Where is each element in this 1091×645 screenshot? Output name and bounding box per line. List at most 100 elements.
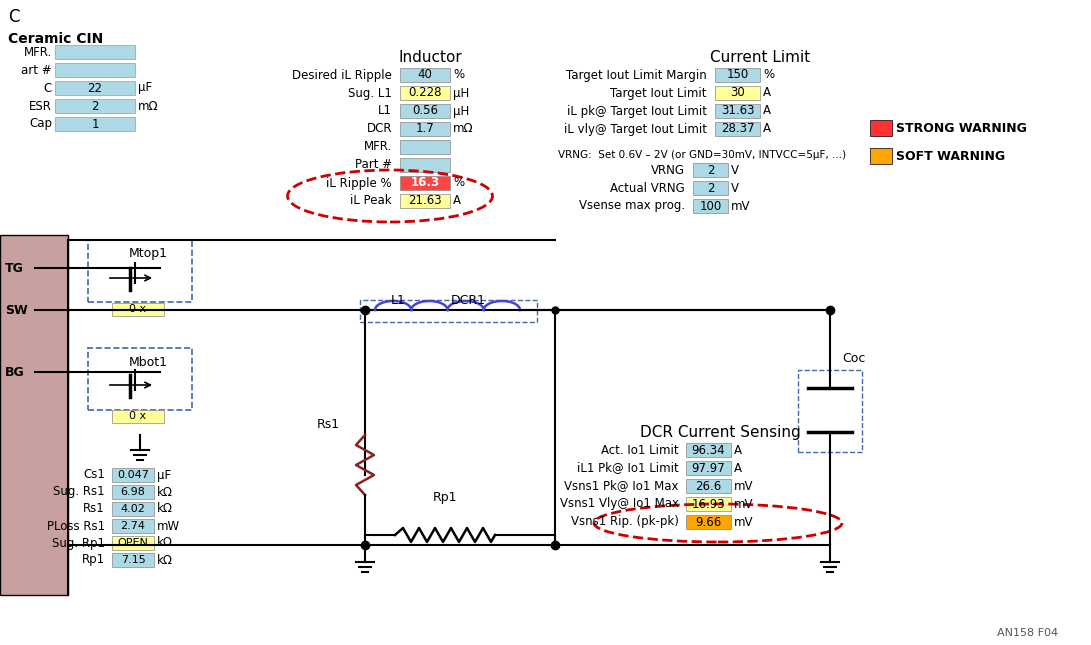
FancyBboxPatch shape [715, 68, 760, 82]
FancyBboxPatch shape [112, 553, 154, 567]
Text: Cap: Cap [29, 117, 52, 130]
Text: μF: μF [137, 81, 152, 95]
Text: Sug. Rp1: Sug. Rp1 [52, 537, 105, 550]
Text: 6.98: 6.98 [121, 487, 145, 497]
Text: Rs1: Rs1 [83, 502, 105, 515]
Text: 0.047: 0.047 [117, 470, 149, 480]
Text: Part #: Part # [355, 159, 392, 172]
Bar [870, 148, 892, 164]
Text: Vsns1 Pk@ Io1 Max: Vsns1 Pk@ Io1 Max [564, 479, 679, 493]
Text: Mbot1: Mbot1 [129, 355, 168, 368]
Text: 2: 2 [707, 181, 715, 195]
Text: DCR1: DCR1 [451, 293, 485, 306]
FancyBboxPatch shape [55, 45, 135, 59]
FancyBboxPatch shape [400, 86, 449, 100]
Text: kΩ: kΩ [157, 486, 173, 499]
FancyBboxPatch shape [400, 176, 449, 190]
FancyBboxPatch shape [715, 86, 760, 100]
Text: Sug. L1: Sug. L1 [348, 86, 392, 99]
Text: MFR.: MFR. [363, 141, 392, 154]
Text: 2: 2 [707, 163, 715, 177]
Text: 22: 22 [87, 81, 103, 95]
FancyBboxPatch shape [112, 410, 164, 423]
Text: V: V [731, 181, 739, 195]
Text: 4.02: 4.02 [121, 504, 145, 514]
Text: Rp1: Rp1 [433, 490, 457, 504]
FancyBboxPatch shape [112, 519, 154, 533]
Bar [870, 120, 892, 136]
FancyBboxPatch shape [55, 81, 135, 95]
Text: mV: mV [734, 515, 754, 528]
FancyBboxPatch shape [55, 117, 135, 131]
Text: 16.3: 16.3 [410, 177, 440, 190]
Text: 0.228: 0.228 [408, 86, 442, 99]
Text: iL vly@ Target Iout Limit: iL vly@ Target Iout Limit [564, 123, 707, 135]
Text: iL1 Pk@ Io1 Limit: iL1 Pk@ Io1 Limit [577, 462, 679, 475]
Text: MFR.: MFR. [24, 46, 52, 59]
Text: DCR: DCR [367, 123, 392, 135]
Text: 28.37: 28.37 [721, 123, 754, 135]
Text: kΩ: kΩ [157, 537, 173, 550]
Text: C: C [44, 81, 52, 95]
Text: μF: μF [157, 468, 171, 482]
Text: iL Ripple %: iL Ripple % [326, 177, 392, 190]
Text: C: C [8, 8, 20, 26]
FancyBboxPatch shape [693, 163, 728, 177]
Text: mV: mV [731, 199, 751, 212]
Text: 31.63: 31.63 [721, 104, 754, 117]
Text: 30: 30 [730, 86, 745, 99]
Text: Target Iout Limit: Target Iout Limit [611, 86, 707, 99]
Text: μH: μH [453, 86, 469, 99]
Text: L1: L1 [377, 104, 392, 117]
FancyBboxPatch shape [693, 199, 728, 213]
Text: kΩ: kΩ [157, 502, 173, 515]
Text: mW: mW [157, 519, 180, 533]
Text: ESR: ESR [29, 99, 52, 112]
Text: PLoss Rs1: PLoss Rs1 [47, 519, 105, 533]
FancyBboxPatch shape [112, 502, 154, 516]
Text: %: % [453, 68, 464, 81]
FancyBboxPatch shape [112, 303, 164, 316]
Text: Mtop1: Mtop1 [129, 248, 168, 261]
Text: TG: TG [5, 261, 24, 275]
Text: Act. Io1 Limit: Act. Io1 Limit [601, 444, 679, 457]
Text: BG: BG [5, 366, 25, 379]
Text: Cs1: Cs1 [83, 468, 105, 482]
Text: 0 x: 0 x [130, 304, 146, 314]
Text: A: A [763, 104, 771, 117]
Text: Desired iL Ripple: Desired iL Ripple [292, 68, 392, 81]
Text: mV: mV [734, 497, 754, 510]
Text: Vsns1 Vly@ Io1 Max: Vsns1 Vly@ Io1 Max [560, 497, 679, 510]
Text: Vsense max prog.: Vsense max prog. [579, 199, 685, 212]
Text: L1: L1 [391, 293, 406, 306]
Text: Rp1: Rp1 [82, 553, 105, 566]
Text: Inductor: Inductor [398, 50, 461, 66]
FancyBboxPatch shape [400, 122, 449, 136]
Text: Rs1: Rs1 [316, 419, 340, 432]
FancyBboxPatch shape [88, 348, 192, 410]
Text: DCR Current Sensing: DCR Current Sensing [639, 424, 801, 439]
FancyBboxPatch shape [686, 515, 731, 529]
Text: %: % [453, 177, 464, 190]
Text: SOFT WARNING: SOFT WARNING [896, 150, 1005, 163]
Text: A: A [763, 86, 771, 99]
FancyBboxPatch shape [693, 181, 728, 195]
FancyBboxPatch shape [715, 122, 760, 136]
Text: 2: 2 [92, 99, 99, 112]
FancyBboxPatch shape [686, 479, 731, 493]
Text: OPEN: OPEN [118, 538, 148, 548]
Text: 40: 40 [418, 68, 432, 81]
FancyBboxPatch shape [112, 485, 154, 499]
Text: 9.66: 9.66 [695, 515, 721, 528]
FancyBboxPatch shape [400, 194, 449, 208]
FancyBboxPatch shape [112, 536, 154, 550]
Text: iL Peak: iL Peak [350, 195, 392, 208]
Text: mΩ: mΩ [453, 123, 473, 135]
Text: 1.7: 1.7 [416, 123, 434, 135]
Text: art #: art # [22, 63, 52, 77]
Text: mΩ: mΩ [137, 99, 158, 112]
Text: A: A [763, 123, 771, 135]
Text: SW: SW [5, 304, 27, 317]
Text: 97.97: 97.97 [692, 462, 726, 475]
Text: 7.15: 7.15 [121, 555, 145, 565]
